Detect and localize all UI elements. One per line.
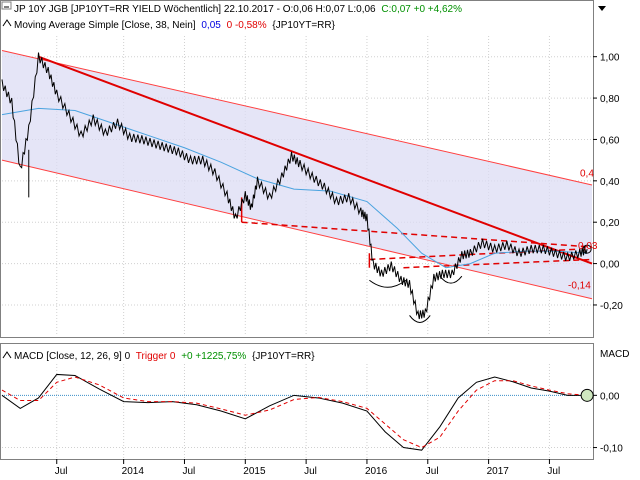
x-tick-label: 2017 <box>487 466 510 477</box>
latest-price-marker <box>582 244 592 254</box>
macd-trigger-line <box>1 376 588 449</box>
ma-legend-change: 0 -0,58% <box>227 20 267 31</box>
scroll-arrow-icon[interactable] <box>598 6 606 11</box>
ma-legend-symbol: {JP10YT=RR} <box>272 20 335 31</box>
macd-legend-title: MACD [Close, 12, 26, 9] 0 <box>14 351 131 362</box>
macd-legend-symbol: {JP10YT=RR} <box>252 351 315 362</box>
x-tick-label: Jul <box>182 466 195 477</box>
neckline-upper <box>241 221 593 248</box>
shoulder-arc <box>439 275 463 284</box>
macd-latest-marker <box>580 388 594 402</box>
macd-axis-title: MACD <box>600 349 629 360</box>
channel-annotations: 0,4 0,03 -0,14 <box>568 169 598 292</box>
macd-panel-frame <box>0 343 594 460</box>
price-legend-close: C:0,07 +0 +4,62% <box>381 4 462 15</box>
ma-legend-icon <box>2 19 12 27</box>
x-tick-label: 2016 <box>365 466 388 477</box>
x-tick-label: Jul <box>55 466 68 477</box>
channel-lower-line <box>1 159 593 300</box>
y-tick-label: 0,60 <box>600 135 620 146</box>
y-tick-label: 1,00 <box>600 53 620 64</box>
channel-upper-line <box>1 49 593 186</box>
trend-channel <box>1 49 593 323</box>
macd-legend: MACD [Close, 12, 26, 9] 0 Trigger 0 +0 +… <box>14 351 315 362</box>
ma-legend: Moving Average Simple [Close, 38, Nein] … <box>14 20 336 31</box>
minimize-icon[interactable] <box>1 1 12 10</box>
moving-average-line <box>1 107 588 269</box>
macd-legend-icon <box>2 351 12 359</box>
macd-series <box>1 373 594 451</box>
price-legend: JP 10Y JGB [JP10YT=RR YIELD Wöchentlich]… <box>14 4 462 15</box>
y-tick-label: 0,00 <box>600 391 620 402</box>
price-series <box>1 52 592 320</box>
y-tick-label: 0,40 <box>600 177 620 188</box>
y-tick-label: -0,10 <box>600 444 623 455</box>
y-tick-label: 0,20 <box>600 218 620 229</box>
ma-legend-title: Moving Average Simple [Close, 38, Nein] <box>14 20 196 31</box>
channel-annotation: 0,4 <box>580 169 594 180</box>
x-tick-label: 2014 <box>122 466 145 477</box>
x-tick-label: Jul <box>426 466 439 477</box>
channel-annotation: 0,03 <box>578 241 598 252</box>
x-tick-label: Jul <box>547 466 560 477</box>
channel-annotation: -0,14 <box>568 280 591 291</box>
main-trend-line <box>38 55 593 265</box>
x-axis: Jul 2014 Jul 2015 Jul 2016 Jul 2017 Jul <box>55 459 560 477</box>
macd-legend-change: +0 +1225,75% <box>181 351 246 362</box>
y-tick-label: 0,00 <box>600 260 620 271</box>
price-line <box>1 52 588 320</box>
price-legend-title: JP 10Y JGB [JP10YT=RR YIELD Wöchentlich]… <box>14 4 376 15</box>
macd-line <box>1 373 588 451</box>
x-tick-label: 2015 <box>243 466 266 477</box>
neckline-base <box>403 258 593 269</box>
price-y-axis: 1,00 0,80 0,60 0,40 0,20 0,00 -0,20 <box>593 53 623 312</box>
macd-legend-trigger: Trigger 0 <box>136 351 176 362</box>
y-tick-label: -0,20 <box>600 301 623 312</box>
x-tick-label: Jul <box>304 466 317 477</box>
macd-y-axis: 0,00 -0,10 <box>593 391 623 455</box>
y-tick-label: 0,80 <box>600 94 620 105</box>
ma-legend-value: 0,05 <box>201 20 221 31</box>
shoulder-arc <box>409 315 431 323</box>
